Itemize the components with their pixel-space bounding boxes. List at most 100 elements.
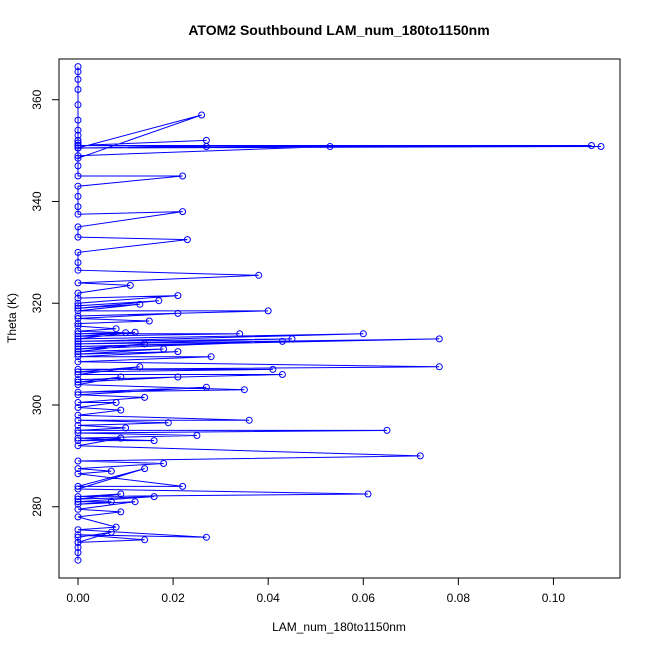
- data-point: [74, 302, 82, 310]
- data-point: [74, 330, 82, 338]
- data-point: [74, 556, 82, 564]
- y-tick-label: 360: [30, 89, 44, 109]
- data-point: [74, 378, 82, 386]
- data-point: [74, 358, 82, 366]
- data-point: [122, 329, 130, 337]
- x-tick-label: 0.10: [542, 591, 566, 605]
- data-point: [202, 383, 210, 391]
- data-point: [74, 259, 82, 266]
- data-point: [74, 376, 82, 384]
- data-point: [74, 345, 82, 353]
- data-point: [126, 281, 134, 289]
- data-point: [117, 490, 125, 498]
- data-point: [74, 421, 82, 429]
- data-point: [74, 426, 82, 434]
- x-tick-label: 0.04: [257, 591, 281, 605]
- data-point: [74, 437, 82, 445]
- data-point: [74, 144, 82, 152]
- data-point: [74, 304, 82, 312]
- data-point: [131, 328, 139, 336]
- data-point: [74, 223, 82, 231]
- x-tick-label: 0.06: [352, 591, 376, 605]
- data-point: [74, 139, 82, 147]
- data-point: [74, 353, 82, 361]
- data-point: [74, 68, 82, 76]
- data-point: [74, 381, 82, 389]
- data-point: [74, 337, 82, 345]
- data-point: [74, 266, 82, 274]
- data-point: [74, 549, 82, 557]
- data-point: [141, 340, 149, 348]
- data-point: [74, 307, 82, 315]
- data-point: [74, 544, 82, 551]
- data-point: [74, 365, 82, 373]
- series-layer: [74, 63, 605, 564]
- data-point: [107, 467, 115, 475]
- data-point: [74, 434, 82, 442]
- data-point: [74, 322, 82, 330]
- data-point: [202, 533, 210, 541]
- series-line: [77, 66, 602, 561]
- y-axis: 280 300 320 340 360: [30, 89, 59, 517]
- data-point: [240, 386, 248, 394]
- x-axis: 0.00 0.02 0.04 0.06 0.08 0.10: [66, 578, 565, 605]
- data-point: [174, 309, 182, 317]
- data-point: [74, 172, 82, 180]
- data-point: [74, 116, 82, 124]
- data-point: [112, 523, 120, 531]
- data-point: [112, 325, 120, 333]
- data-point: [117, 373, 125, 381]
- data-point: [74, 332, 82, 340]
- data-point: [74, 75, 82, 83]
- data-point: [74, 327, 82, 335]
- y-tick-label: 300: [30, 395, 44, 415]
- data-point: [74, 505, 82, 513]
- data-point: [74, 279, 82, 287]
- data-point: [74, 154, 82, 162]
- data-point: [74, 470, 82, 478]
- data-point: [193, 432, 201, 439]
- y-tick-label: 280: [30, 496, 44, 516]
- data-point: [74, 210, 82, 218]
- data-point: [74, 513, 82, 521]
- data-point: [160, 345, 168, 353]
- data-point: [74, 404, 82, 411]
- data-point: [383, 426, 391, 434]
- data-point: [141, 536, 149, 544]
- data-point: [74, 500, 82, 508]
- data-point: [278, 371, 286, 378]
- data-point: [141, 465, 149, 473]
- data-point: [74, 320, 82, 328]
- data-point: [435, 335, 443, 343]
- data-point: [326, 143, 334, 150]
- data-point: [74, 493, 82, 501]
- data-point: [588, 142, 595, 149]
- data-point: [74, 312, 82, 320]
- data-point: [74, 101, 82, 109]
- x-tick-label: 0.08: [447, 591, 471, 605]
- data-point: [74, 142, 82, 149]
- data-point: [74, 368, 82, 376]
- data-point: [74, 86, 82, 93]
- x-tick-label: 0.00: [66, 591, 90, 605]
- data-point: [416, 452, 424, 460]
- data-point: [155, 297, 163, 305]
- data-point: [74, 162, 82, 170]
- data-point: [174, 292, 182, 300]
- data-point: [179, 482, 187, 490]
- data-point: [74, 335, 82, 343]
- y-axis-label: Theta (K): [5, 293, 19, 343]
- data-point: [288, 335, 296, 343]
- data-point: [278, 337, 286, 345]
- data-point: [160, 460, 168, 467]
- data-point: [74, 289, 82, 297]
- x-tick-label: 0.02: [161, 591, 185, 605]
- data-point: [74, 388, 82, 396]
- data-point: [74, 429, 82, 437]
- data-point: [150, 437, 158, 445]
- data-point: [236, 330, 244, 338]
- data-point: [141, 393, 149, 401]
- data-point: [435, 363, 443, 371]
- data-point: [179, 172, 187, 180]
- data-point: [107, 498, 115, 506]
